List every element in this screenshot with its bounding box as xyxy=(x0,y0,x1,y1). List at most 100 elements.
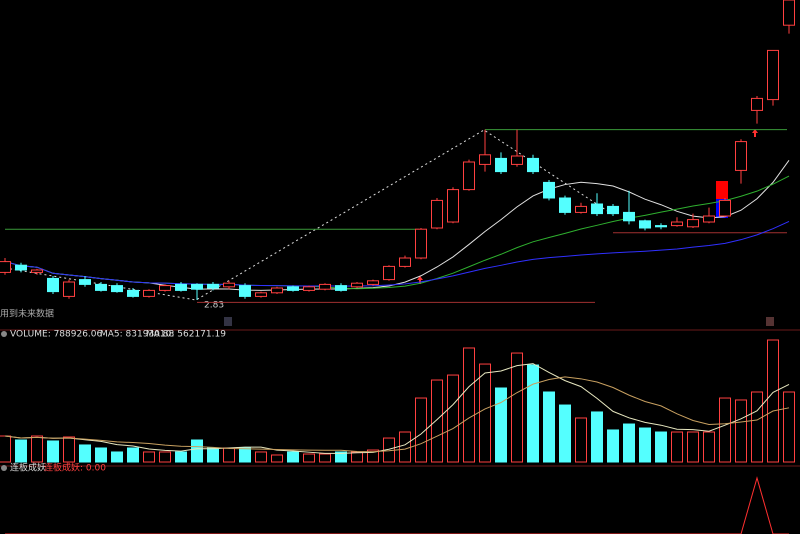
candle-body xyxy=(111,285,123,293)
candle-body xyxy=(159,285,171,291)
candle-body xyxy=(271,287,283,294)
arrow xyxy=(417,276,423,284)
volume-label: VOLUME: 788926.06 xyxy=(10,330,103,340)
volume-bar xyxy=(431,379,443,463)
volume-ma10-label: MA10: 562171.19 xyxy=(146,330,226,340)
volume-ma-line xyxy=(4,376,790,453)
volume-bar xyxy=(175,451,187,463)
candle-body xyxy=(655,225,667,228)
candle-body xyxy=(191,283,203,290)
volume-bar xyxy=(303,453,315,463)
candle-body xyxy=(719,199,731,217)
volume-bar xyxy=(143,451,155,463)
candle-body xyxy=(431,199,443,229)
candle-body xyxy=(127,289,139,297)
volume-bar xyxy=(47,440,59,463)
volume-bar xyxy=(207,447,219,463)
candle-body xyxy=(751,97,763,111)
candle-body xyxy=(479,154,491,165)
volume-bar xyxy=(95,447,107,463)
candle-body xyxy=(95,283,107,291)
marker-icon xyxy=(224,317,232,326)
candle-body xyxy=(79,279,91,285)
candle-body xyxy=(687,219,699,228)
candle-body xyxy=(607,205,619,215)
volume-bar xyxy=(767,339,779,463)
low-label: 2.83 xyxy=(204,301,224,311)
candle-body xyxy=(367,280,379,285)
candle-body xyxy=(351,282,363,288)
candle-body xyxy=(0,261,11,273)
volume-bar xyxy=(31,435,43,463)
volume-bar xyxy=(399,431,411,463)
volume-bar xyxy=(591,411,603,463)
signal-block-red xyxy=(716,181,728,199)
candle-body xyxy=(703,215,715,223)
volume-bar xyxy=(783,391,795,463)
volume-ma-line xyxy=(4,363,790,454)
panel-icon xyxy=(1,465,7,471)
volume-bar xyxy=(751,391,763,463)
candle-body xyxy=(559,197,571,213)
candle-body xyxy=(575,205,587,213)
volume-bar xyxy=(655,431,667,463)
volume-bar xyxy=(511,352,523,463)
marker-icon xyxy=(766,317,774,326)
candle-body xyxy=(15,264,27,271)
volume-bar xyxy=(287,451,299,463)
candle-body xyxy=(175,283,187,291)
volume-bar xyxy=(543,391,555,463)
volume-bar xyxy=(319,453,331,463)
candle-body xyxy=(511,155,523,165)
annotation: 用到未来数据 xyxy=(0,308,54,320)
candle-body xyxy=(239,285,251,297)
indicator-value-label: 连板成妖: 0.00 xyxy=(44,462,106,474)
volume-bar xyxy=(671,431,683,463)
volume-bar xyxy=(735,399,747,463)
candle-body xyxy=(671,221,683,227)
panel-icon xyxy=(1,331,7,337)
candle-body xyxy=(527,157,539,173)
candle-body xyxy=(255,292,267,297)
candle-body xyxy=(543,181,555,199)
volume-bar xyxy=(623,423,635,463)
candle-body xyxy=(399,257,411,267)
indicator-title: 连板成妖 xyxy=(10,462,46,474)
candle-body xyxy=(223,282,235,288)
volume-bar xyxy=(415,397,427,463)
volume-bar xyxy=(575,417,587,463)
volume-bar xyxy=(703,431,715,463)
candle-body xyxy=(335,285,347,291)
candle-body xyxy=(383,265,395,281)
candle-body xyxy=(735,141,747,171)
volume-bar xyxy=(127,447,139,463)
candle-body xyxy=(303,286,315,291)
volume-bar xyxy=(639,427,651,463)
volume-bar xyxy=(607,429,619,463)
candle-body xyxy=(463,161,475,191)
volume-bar xyxy=(191,439,203,463)
volume-bar xyxy=(479,363,491,463)
candle-body xyxy=(287,286,299,291)
volume-bar xyxy=(367,449,379,463)
volume-bar xyxy=(719,397,731,463)
volume-bar xyxy=(223,447,235,463)
candle-body xyxy=(495,157,507,173)
candle-body xyxy=(623,211,635,222)
volume-bar xyxy=(79,444,91,463)
volume-bar xyxy=(111,451,123,463)
candle-body xyxy=(591,203,603,215)
candle-body xyxy=(767,49,779,101)
volume-bar xyxy=(159,451,171,463)
candle-body xyxy=(47,277,59,293)
candle-body xyxy=(415,228,427,259)
candle-body xyxy=(143,289,155,297)
volume-bar xyxy=(15,439,27,463)
volume-bar xyxy=(495,387,507,463)
volume-bar xyxy=(239,447,251,463)
candle-body xyxy=(447,189,459,223)
candle-body xyxy=(63,281,75,297)
volume-bar xyxy=(527,364,539,463)
volume-bar xyxy=(447,374,459,463)
